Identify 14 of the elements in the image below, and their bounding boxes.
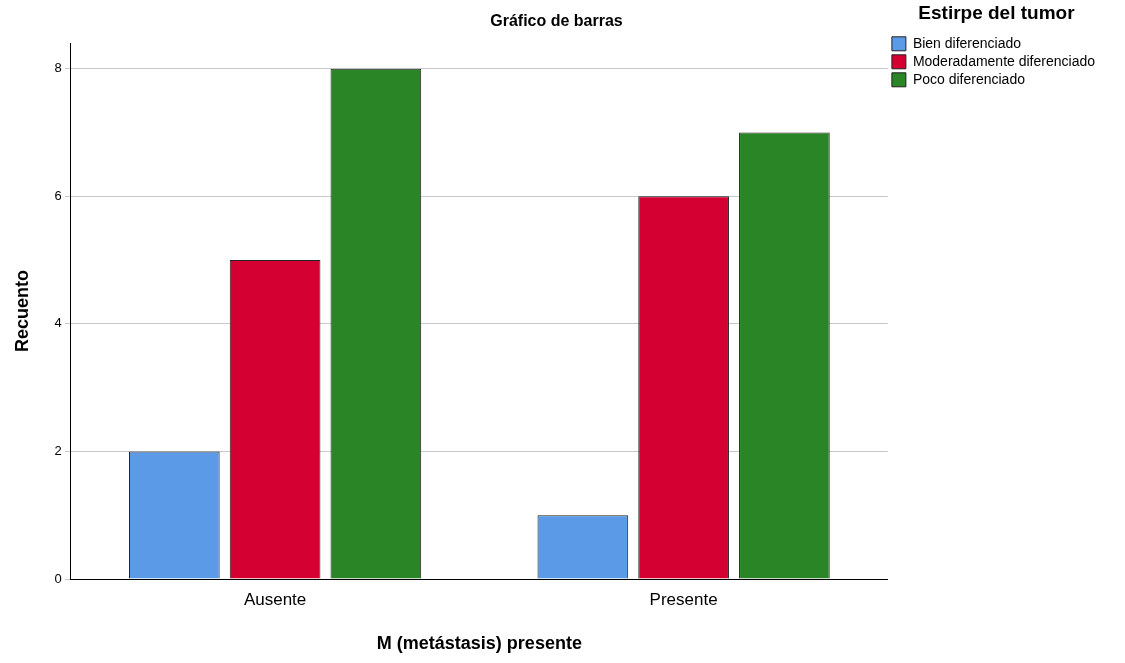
x-tick-label: Ausente	[243, 589, 307, 609]
y-axis-title: Recuento	[11, 270, 32, 353]
y-tick-label: 2	[54, 443, 62, 459]
y-tick-label: 4	[54, 315, 62, 331]
y-tick-label: 8	[54, 60, 62, 76]
chart-title: Gráfico de barras	[490, 12, 623, 30]
legend-title: Estirpe del tumor	[918, 1, 1076, 23]
x-tick-label: Presente	[649, 589, 718, 609]
y-tick-label: 6	[54, 187, 62, 203]
legend-label: Moderadamente diferenciado	[912, 52, 1096, 69]
y-tick-label: 0	[54, 570, 62, 586]
legend-label: Poco diferenciado	[912, 70, 1026, 87]
x-axis-title: M (metástasis) presente	[376, 633, 582, 654]
legend-label: Bien diferenciado	[912, 34, 1022, 51]
